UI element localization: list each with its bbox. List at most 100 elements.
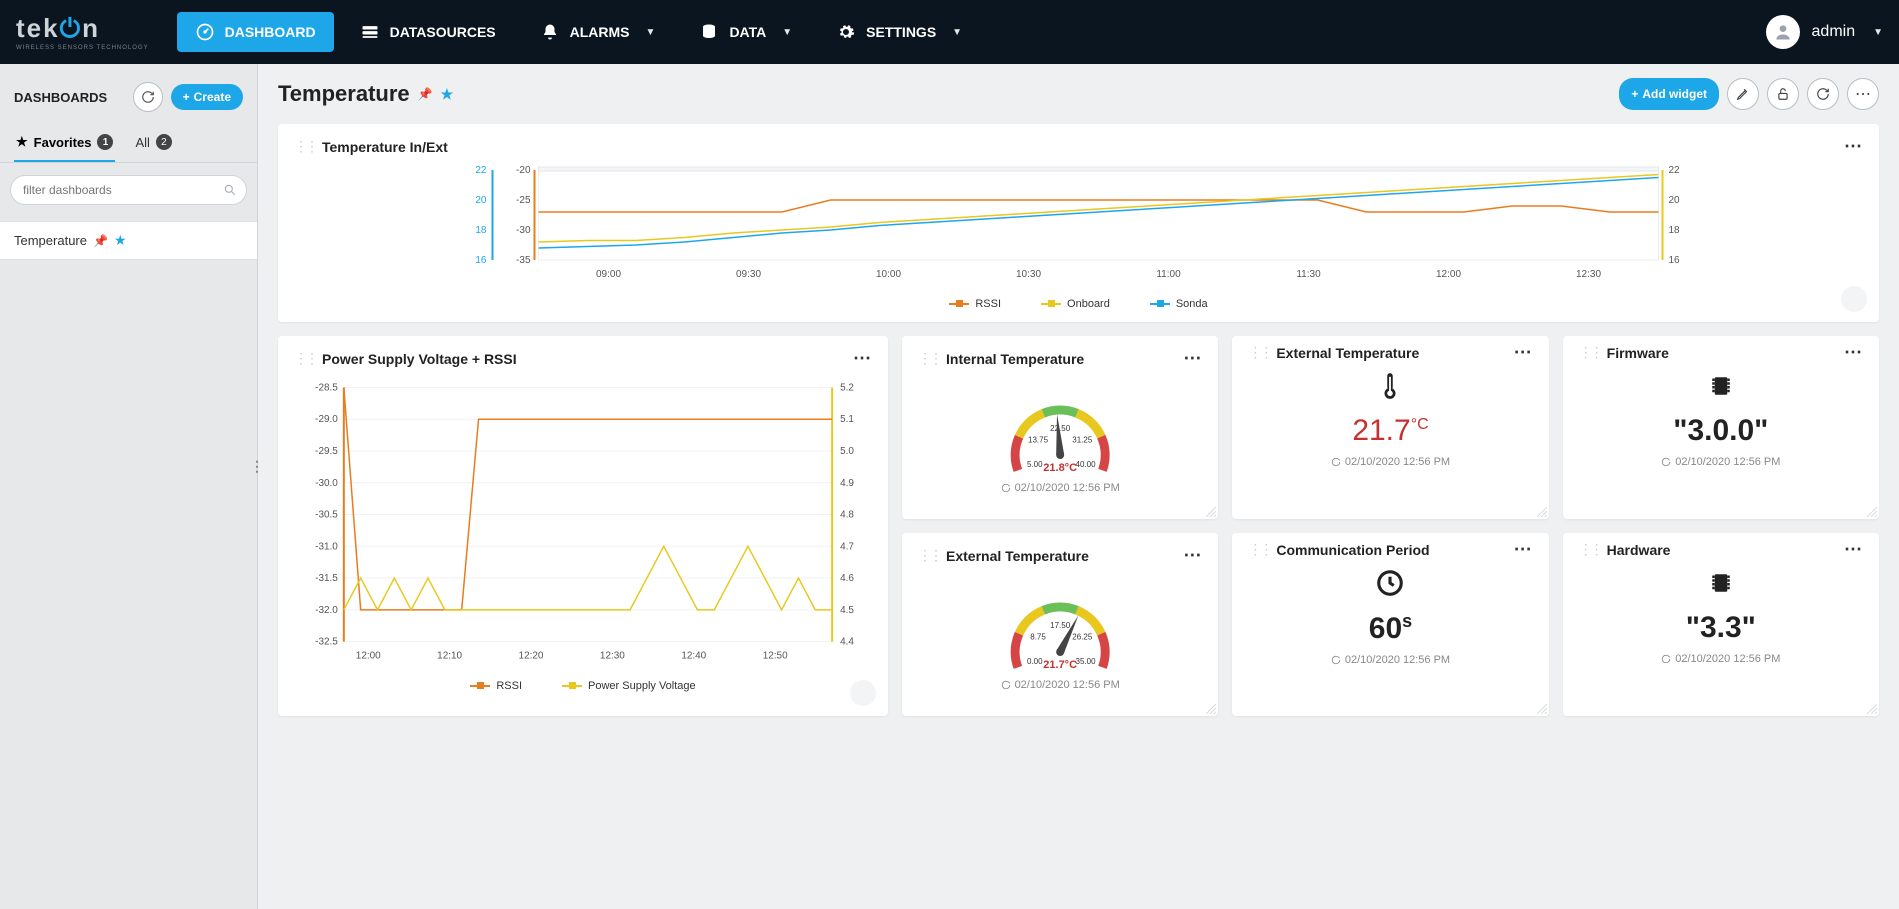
widget-menu-button[interactable]: ⋯ <box>853 348 872 369</box>
star-icon[interactable]: ★ <box>441 86 454 103</box>
chart-psu-rssi: -28.5-29.0-29.5-30.0-30.5-31.0-31.5-32.0… <box>294 377 872 667</box>
refresh-icon <box>1001 483 1011 493</box>
widget-external-temp-gauge: ⋮⋮External Temperature⋯ 0.008.7517.5026.… <box>902 533 1218 716</box>
main-nav: DASHBOARD DATASOURCES ALARMS▼ DATA▼ SETT… <box>177 12 980 52</box>
svg-text:-35: -35 <box>516 255 531 266</box>
logo-tagline: WIRELESS SENSORS TECHNOLOGY <box>16 45 149 51</box>
chip-icon <box>1579 371 1863 406</box>
pin-icon[interactable]: 📌 <box>418 87 433 101</box>
widget-menu-button[interactable]: ⋯ <box>1514 342 1533 363</box>
widget-internal-temp-gauge: ⋮⋮Internal Temperature⋯ 5.0013.7522.5031… <box>902 336 1218 519</box>
gauge-internal-temp: 5.0013.7522.5031.2540.0021.8°C <box>918 377 1202 477</box>
widget-title: Hardware <box>1607 542 1671 558</box>
widget-menu-button[interactable]: ⋯ <box>1183 545 1202 566</box>
refresh-icon <box>1661 457 1671 467</box>
user-name: admin <box>1812 23 1856 41</box>
download-button[interactable] <box>1841 286 1867 312</box>
tab-favorites[interactable]: ★ Favorites1 <box>14 124 115 162</box>
refresh-dashboards-button[interactable] <box>133 82 163 112</box>
database-icon <box>699 22 719 42</box>
favorites-count-badge: 1 <box>97 134 113 150</box>
widget-title: Internal Temperature <box>946 351 1084 367</box>
clock-icon <box>1248 568 1532 603</box>
widget-psu-rssi: ⋮⋮ Power Supply Voltage + RSSI ⋯ -28.5-2… <box>278 336 888 716</box>
nav-alarms-label: ALARMS <box>570 24 630 40</box>
widget-title: Temperature In/Ext <box>322 139 448 155</box>
svg-text:35.00: 35.00 <box>1076 657 1097 666</box>
timestamp: 02/10/2020 12:56 PM <box>1675 456 1780 468</box>
create-dashboard-button[interactable]: +Create <box>171 84 243 110</box>
svg-text:16: 16 <box>1669 255 1681 266</box>
drag-handle-icon[interactable]: ⋮⋮ <box>1248 344 1270 361</box>
svg-text:13.75: 13.75 <box>1028 436 1049 445</box>
svg-text:5.0: 5.0 <box>840 446 854 457</box>
widget-menu-button[interactable]: ⋯ <box>1183 348 1202 369</box>
nav-settings[interactable]: SETTINGS▼ <box>818 12 980 52</box>
sidebar-title: DASHBOARDS <box>14 90 125 105</box>
svg-text:22: 22 <box>1669 165 1681 176</box>
svg-text:40.00: 40.00 <box>1076 460 1097 469</box>
svg-text:4.6: 4.6 <box>840 573 854 584</box>
svg-text:21.8°C: 21.8°C <box>1043 462 1077 474</box>
drag-handle-icon[interactable]: ⋮⋮ <box>294 138 316 155</box>
svg-text:10:00: 10:00 <box>876 269 901 280</box>
user-menu[interactable]: admin▼ <box>1766 15 1883 49</box>
drag-handle-icon[interactable]: ⋮⋮ <box>1579 541 1601 558</box>
widget-menu-button[interactable]: ⋯ <box>1844 539 1863 560</box>
svg-text:4.4: 4.4 <box>840 637 854 648</box>
add-widget-button[interactable]: +Add widget <box>1619 78 1719 110</box>
widget-menu-button[interactable]: ⋯ <box>1844 342 1863 363</box>
widget-title: Firmware <box>1607 345 1669 361</box>
more-button[interactable]: ⋯ <box>1847 78 1879 110</box>
refresh-page-button[interactable] <box>1807 78 1839 110</box>
widget-title: External Temperature <box>1276 345 1419 361</box>
svg-text:16: 16 <box>475 255 487 266</box>
svg-text:5.2: 5.2 <box>840 382 854 393</box>
svg-text:-32.5: -32.5 <box>315 637 338 648</box>
svg-text:12:00: 12:00 <box>1436 269 1461 280</box>
svg-text:31.25: 31.25 <box>1072 436 1093 445</box>
widget-menu-button[interactable]: ⋯ <box>1514 539 1533 560</box>
download-button[interactable] <box>850 680 876 706</box>
logo[interactable]: tek⏻n WIRELESS SENSORS TECHNOLOGY <box>16 13 149 51</box>
widget-menu-button[interactable]: ⋯ <box>1844 136 1863 157</box>
drag-handle-icon[interactable]: ⋮⋮ <box>1579 344 1601 361</box>
nav-alarms[interactable]: ALARMS▼ <box>522 12 674 52</box>
svg-text:-32.0: -32.0 <box>315 605 338 616</box>
svg-text:20: 20 <box>1669 195 1681 206</box>
nav-data[interactable]: DATA▼ <box>681 12 810 52</box>
svg-text:12:20: 12:20 <box>519 651 544 662</box>
edit-button[interactable] <box>1727 78 1759 110</box>
nav-dashboard[interactable]: DASHBOARD <box>177 12 334 52</box>
svg-text:11:00: 11:00 <box>1156 269 1181 280</box>
refresh-icon <box>1331 457 1341 467</box>
svg-text:18: 18 <box>1669 225 1681 236</box>
drag-handle-icon[interactable]: ⋮⋮ <box>1248 541 1270 558</box>
svg-text:26.25: 26.25 <box>1072 633 1093 642</box>
filter-dashboards-input[interactable] <box>10 175 247 205</box>
widget-title: Power Supply Voltage + RSSI <box>322 351 517 367</box>
pin-icon: 📌 <box>93 234 108 248</box>
drag-handle-icon[interactable]: ⋮⋮ <box>294 350 316 367</box>
drag-handle-icon[interactable]: ⋮⋮ <box>918 547 940 564</box>
dashboard-icon <box>195 22 215 42</box>
widget-firmware: ⋮⋮Firmware⋯ "3.0.0" 02/10/2020 12:56 PM <box>1563 336 1879 519</box>
sidebar-collapse-handle[interactable]: ⋮ <box>252 455 262 479</box>
widget-external-temp-value: ⋮⋮External Temperature⋯ 21.7°C 02/10/202… <box>1232 336 1548 519</box>
svg-text:-30: -30 <box>516 225 531 236</box>
unlock-button[interactable] <box>1767 78 1799 110</box>
sidebar-item-temperature[interactable]: Temperature 📌 ★ <box>0 221 257 260</box>
widget-temperature-in-ext: ⋮⋮ Temperature In/Ext ⋯ 22201816-20-25-3… <box>278 124 1879 322</box>
svg-text:4.8: 4.8 <box>840 510 854 521</box>
svg-text:21.7°C: 21.7°C <box>1043 659 1077 671</box>
svg-text:12:30: 12:30 <box>600 651 625 662</box>
search-icon <box>223 183 237 197</box>
value-display: "3.3" <box>1579 611 1863 645</box>
tab-all[interactable]: All2 <box>133 124 173 162</box>
svg-text:-30.0: -30.0 <box>315 478 338 489</box>
drag-handle-icon[interactable]: ⋮⋮ <box>918 350 940 367</box>
main-content: Temperature 📌 ★ +Add widget ⋯ ⋮⋮ Tempera… <box>258 64 1899 909</box>
widget-title: External Temperature <box>946 548 1089 564</box>
svg-text:20: 20 <box>475 195 487 206</box>
nav-datasources[interactable]: DATASOURCES <box>342 12 514 52</box>
